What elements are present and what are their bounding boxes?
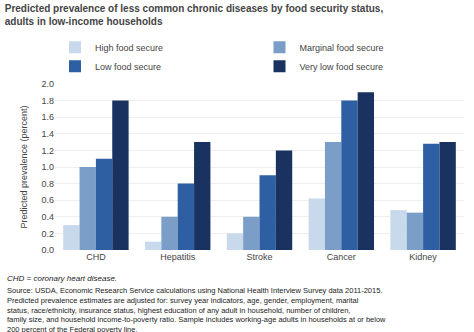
svg-text:Predicted prevalence of less c: Predicted prevalence of less common chro… — [5, 3, 384, 27]
svg-text:0.8: 0.8 — [41, 179, 54, 189]
svg-text:1.2: 1.2 — [41, 146, 54, 156]
svg-text:1.0: 1.0 — [41, 162, 54, 172]
svg-text:0.0: 0.0 — [41, 245, 54, 255]
svg-text:Marginal food secure: Marginal food secure — [300, 43, 384, 53]
svg-text:1.8: 1.8 — [41, 96, 54, 106]
svg-text:2.0: 2.0 — [41, 79, 54, 89]
svg-text:Low food secure: Low food secure — [95, 62, 161, 72]
svg-text:0.2: 0.2 — [41, 229, 54, 239]
svg-text:CHD = coronary heart disease.: CHD = coronary heart disease. — [7, 274, 117, 283]
svg-text:Cancer: Cancer — [327, 252, 356, 262]
svg-text:0.4: 0.4 — [41, 212, 54, 222]
svg-text:1.6: 1.6 — [41, 112, 54, 122]
svg-text:Kidney: Kidney — [409, 252, 437, 262]
svg-text:CHD: CHD — [86, 252, 106, 262]
svg-text:0.6: 0.6 — [41, 195, 54, 205]
svg-text:High food secure: High food secure — [95, 43, 163, 53]
svg-text:Source: USDA, Economic Researc: Source: USDA, Economic Research Service … — [7, 286, 386, 332]
svg-text:Stroke: Stroke — [246, 252, 272, 262]
svg-text:Predicted prevalence (percent): Predicted prevalence (percent) — [19, 105, 29, 228]
svg-text:1.4: 1.4 — [41, 129, 54, 139]
svg-text:Very low food secure: Very low food secure — [300, 62, 384, 72]
svg-text:Hepatitis: Hepatitis — [160, 252, 196, 262]
